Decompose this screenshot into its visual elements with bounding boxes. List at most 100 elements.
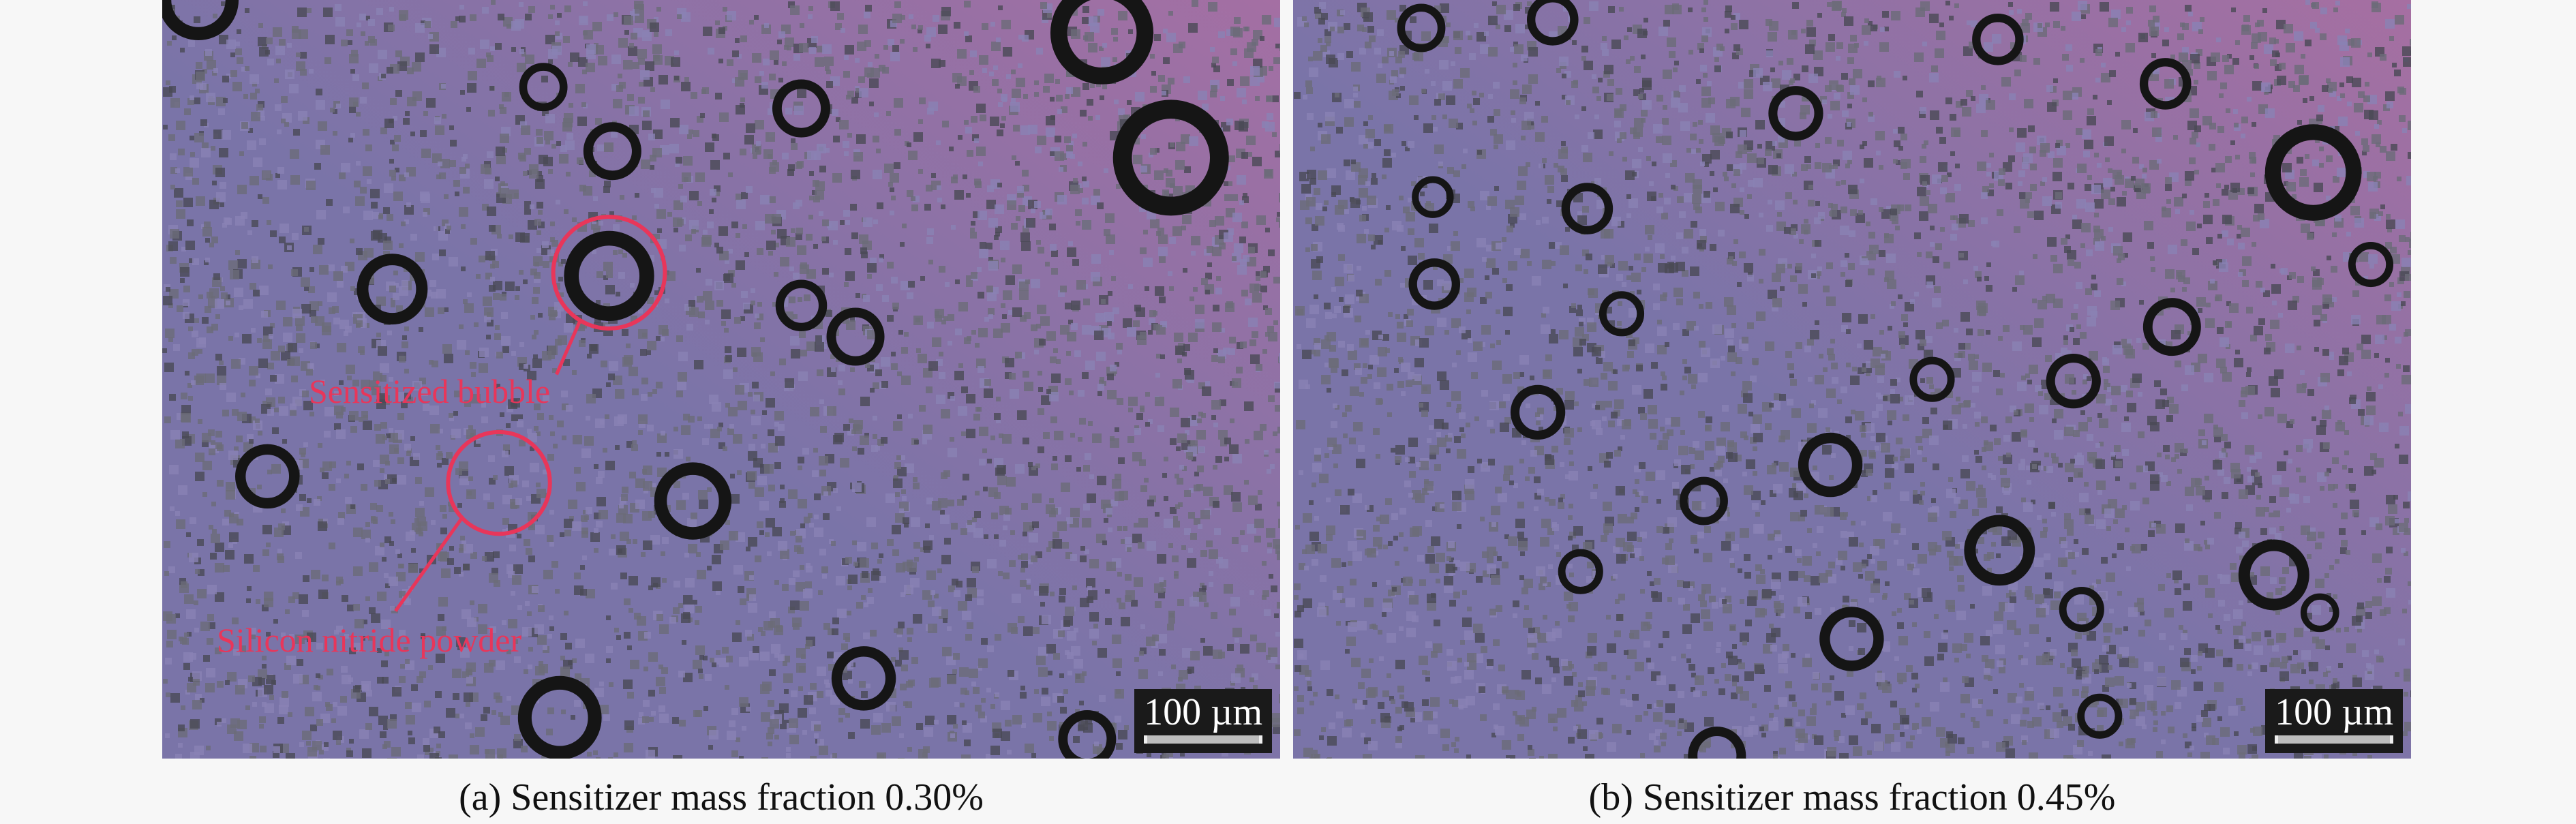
particle <box>500 412 504 417</box>
particle <box>875 54 879 59</box>
particle <box>996 397 1001 401</box>
particle <box>608 757 613 759</box>
particle <box>393 293 399 300</box>
particle <box>962 611 971 620</box>
particle <box>867 73 872 78</box>
particle <box>349 106 356 113</box>
particle <box>232 617 239 624</box>
particle <box>1211 85 1217 92</box>
bubble <box>772 79 831 138</box>
particle <box>440 505 446 512</box>
particle <box>624 743 633 752</box>
particle <box>1074 659 1083 669</box>
particle <box>547 707 554 714</box>
particle <box>323 7 333 17</box>
particle <box>645 61 654 71</box>
particle <box>896 563 905 573</box>
particle <box>1078 437 1082 442</box>
particle <box>528 647 533 652</box>
particle <box>1076 280 1086 290</box>
particle <box>1576 309 1583 316</box>
particle <box>419 568 424 573</box>
annotation-circle-bubble <box>551 215 667 331</box>
particle <box>2263 290 2270 297</box>
particle <box>584 30 593 40</box>
particle <box>832 628 838 635</box>
particle <box>929 535 934 540</box>
particle <box>431 520 436 525</box>
particle <box>247 230 252 235</box>
particle <box>1007 200 1016 210</box>
particle <box>761 631 766 636</box>
particle <box>1021 561 1028 568</box>
particle <box>329 543 335 549</box>
particle <box>1158 592 1165 598</box>
particle <box>307 632 316 642</box>
particle <box>997 129 1003 136</box>
particle <box>1829 475 1834 480</box>
particle <box>986 200 996 209</box>
particle <box>586 589 595 598</box>
particle <box>860 247 867 254</box>
particle <box>1268 249 1275 256</box>
particle <box>1357 621 1367 630</box>
particle <box>2252 754 2258 759</box>
particle <box>630 283 635 288</box>
particle <box>948 500 954 506</box>
particle <box>1022 532 1027 536</box>
particle <box>194 600 198 605</box>
particle <box>225 680 230 685</box>
particle <box>1192 415 1196 420</box>
particle <box>901 347 908 354</box>
particle <box>2032 337 2042 347</box>
particle <box>996 418 1001 423</box>
particle <box>1277 551 1280 560</box>
particle <box>613 224 620 231</box>
particle <box>506 696 511 701</box>
particle <box>1124 725 1129 730</box>
particle <box>1236 367 1243 373</box>
bubble <box>654 462 732 540</box>
particle <box>420 130 427 137</box>
particle <box>369 562 378 572</box>
particle <box>502 495 512 504</box>
particle <box>748 537 757 547</box>
particle <box>524 364 528 369</box>
particle <box>2053 158 2063 168</box>
particle <box>461 540 466 545</box>
particle <box>709 209 714 214</box>
particle <box>419 378 426 384</box>
particle <box>1206 540 1213 547</box>
particle <box>898 647 903 652</box>
particle <box>361 530 371 539</box>
particle <box>397 61 407 71</box>
bubble <box>1050 0 1154 85</box>
particle <box>237 57 243 64</box>
particle <box>809 196 814 200</box>
particle <box>530 446 534 451</box>
particle <box>952 669 957 674</box>
particle <box>1179 670 1188 680</box>
particle <box>195 453 204 462</box>
particle <box>1034 92 1039 97</box>
particle <box>508 619 517 628</box>
particle <box>434 117 441 124</box>
particle <box>1139 459 1146 466</box>
particle <box>638 309 643 314</box>
particle <box>1110 365 1117 371</box>
particle <box>1050 244 1057 251</box>
particle <box>978 366 984 373</box>
particle <box>823 623 830 630</box>
particle <box>1936 322 1943 329</box>
particle <box>1106 508 1112 515</box>
particle <box>740 73 747 80</box>
particle <box>845 220 850 225</box>
particle <box>616 513 626 523</box>
particle <box>2034 558 2044 567</box>
particle <box>1003 514 1010 521</box>
particle <box>940 515 950 524</box>
particle <box>498 712 503 717</box>
particle <box>1216 276 1221 281</box>
particle <box>245 705 250 710</box>
particle <box>1035 551 1042 558</box>
